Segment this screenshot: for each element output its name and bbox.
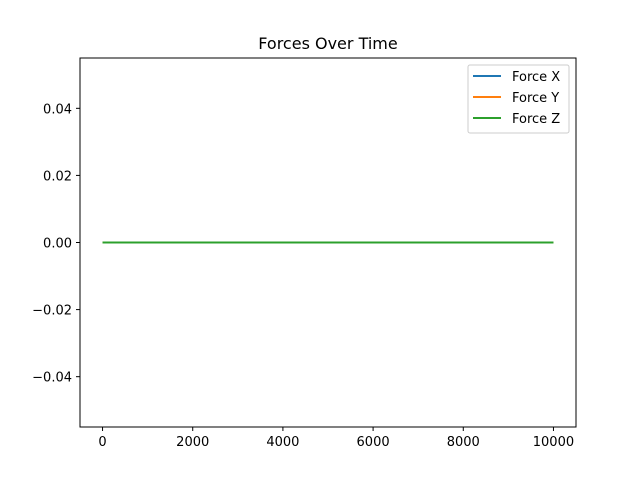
y-tick-label: 0.00 [43, 237, 72, 252]
y-tick-label: −0.02 [32, 304, 72, 319]
x-tick-label: 0 [98, 435, 106, 450]
x-tick-label: 2000 [176, 435, 209, 450]
legend-label-3: Force Z [512, 112, 560, 127]
legend-label-2: Force Y [512, 91, 559, 106]
x-tick-label: 4000 [266, 435, 299, 450]
y-axis: −0.04 −0.02 0.00 0.02 0.04 [32, 102, 80, 386]
x-tick-label: 10000 [533, 435, 574, 450]
chart-title: Forces Over Time [258, 34, 397, 53]
y-tick-label: 0.04 [43, 102, 72, 117]
y-tick-label: 0.02 [43, 169, 72, 184]
legend-label-1: Force X [512, 70, 560, 85]
y-tick-label: −0.04 [32, 371, 72, 386]
legend: Force X Force Y Force Z [467, 64, 570, 134]
x-tick-label: 8000 [447, 435, 480, 450]
legend-box [467, 64, 570, 134]
x-tick-label: 6000 [357, 435, 390, 450]
x-axis: 0 2000 4000 6000 8000 10000 [98, 427, 574, 450]
